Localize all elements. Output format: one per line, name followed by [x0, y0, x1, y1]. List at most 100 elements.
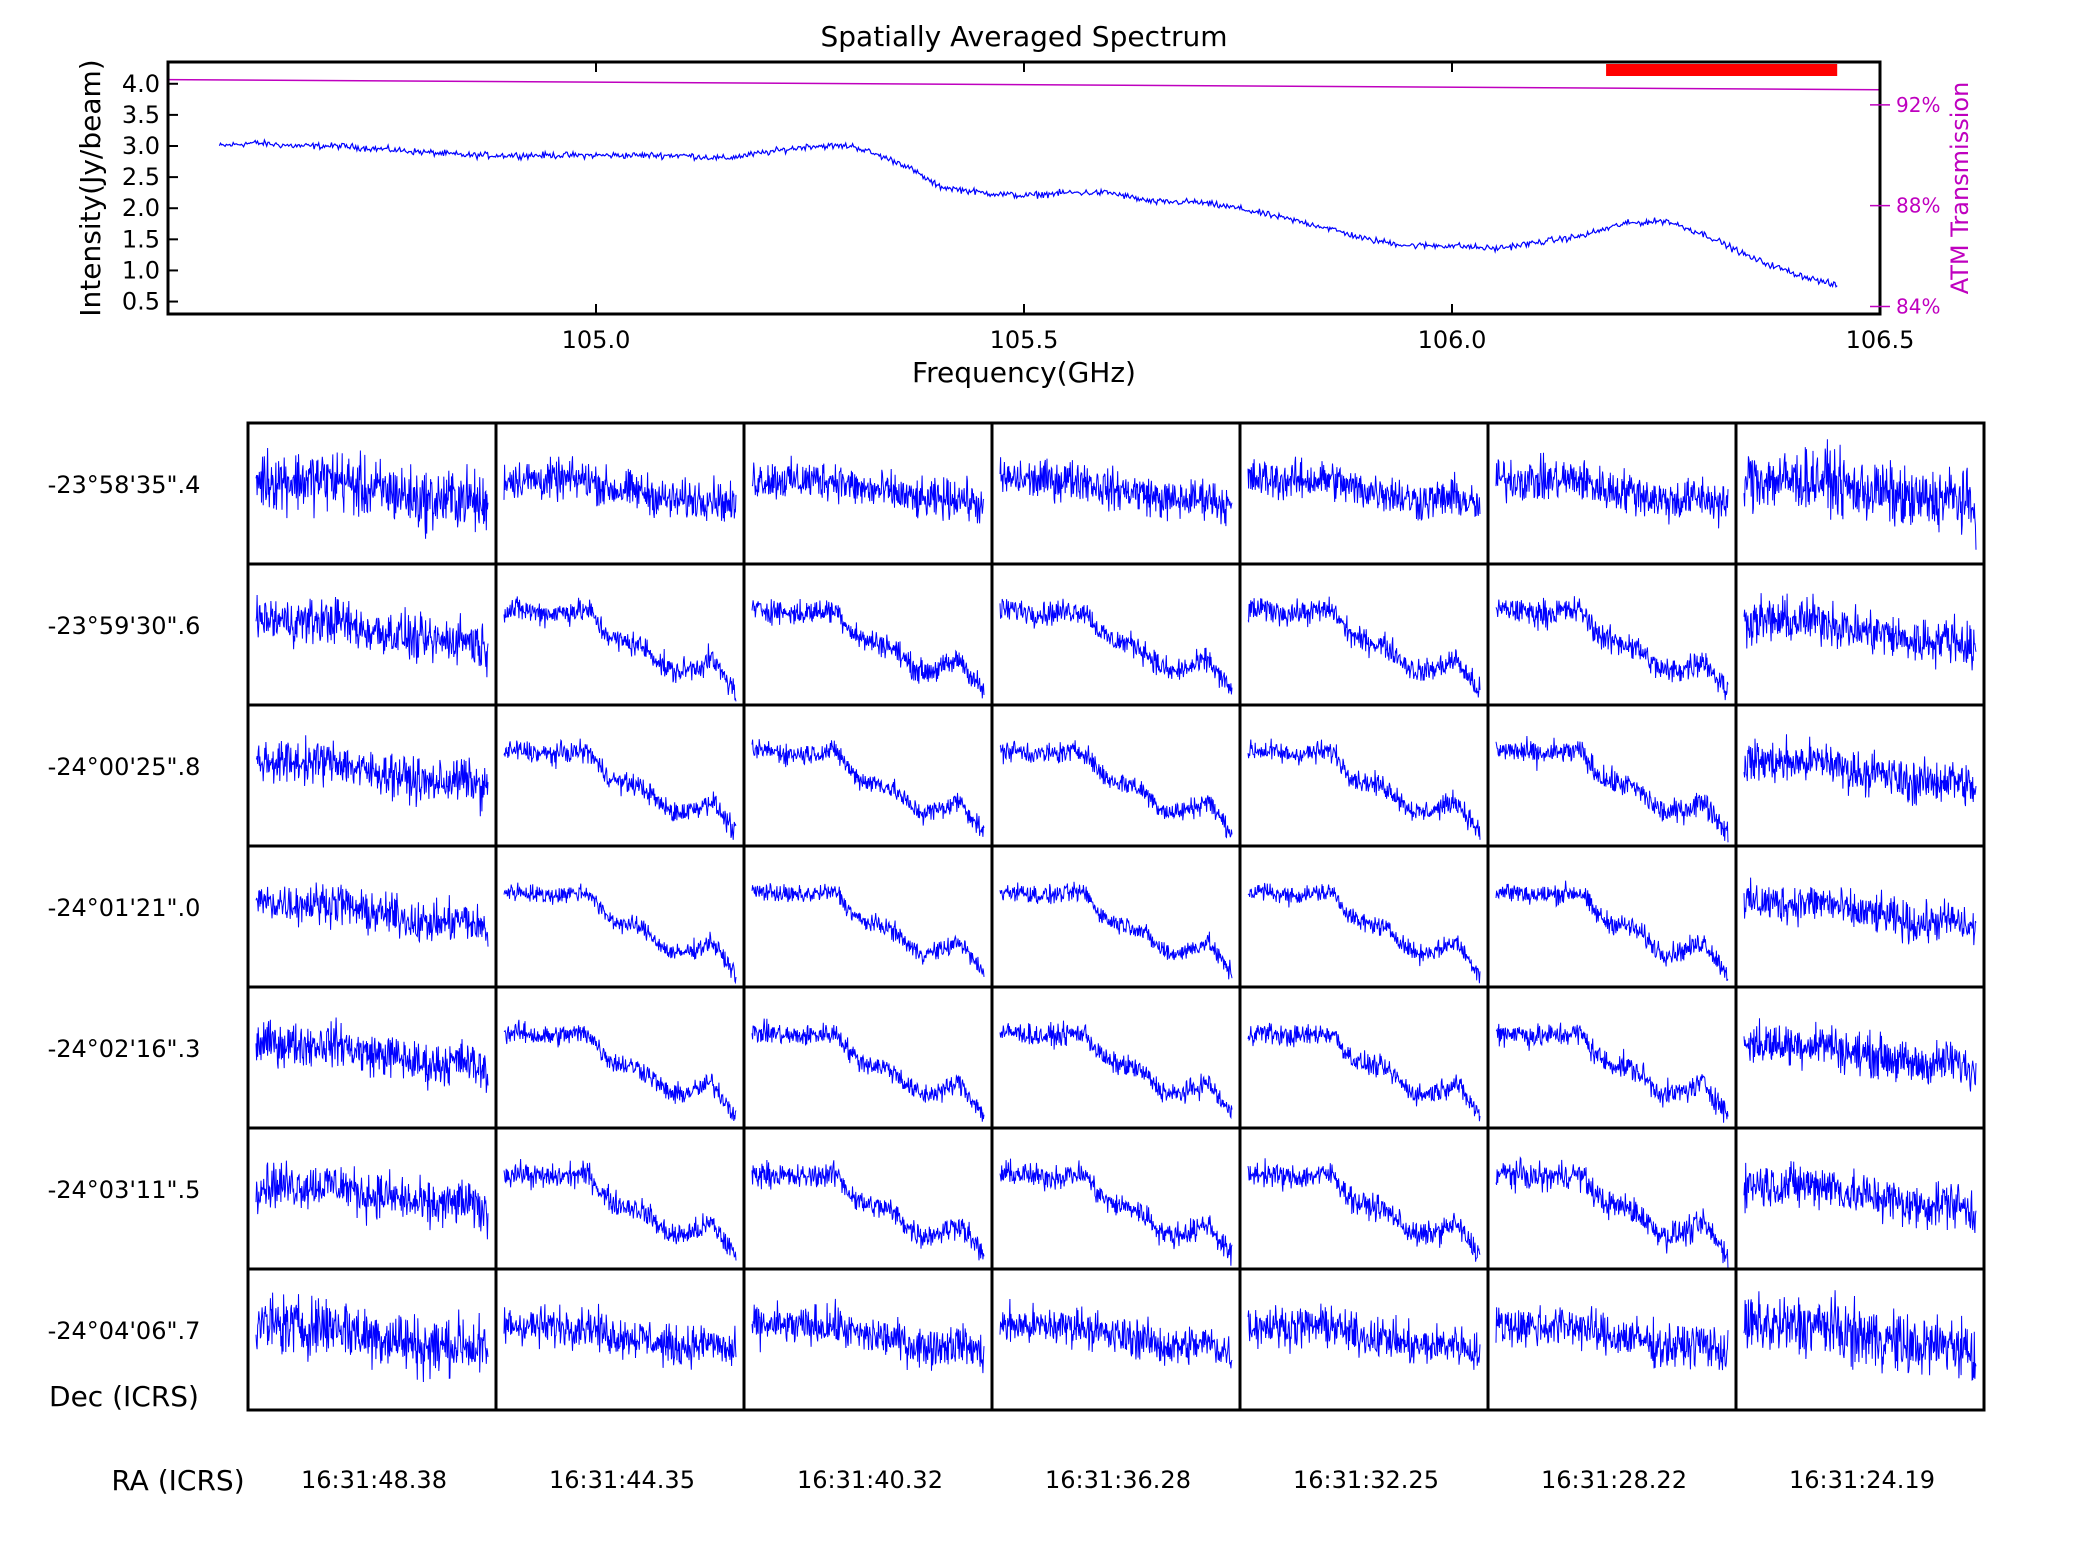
ra-column-label: 16:31:32.25	[1293, 1466, 1439, 1494]
panel-spectrum-line	[1247, 1158, 1481, 1262]
panel-spectrum-line	[1247, 456, 1481, 522]
ra-axis-label: RA (ICRS)	[111, 1464, 244, 1497]
panel-frame	[742, 985, 994, 1130]
dec-row-label: -24°04'06".7	[48, 1317, 201, 1345]
y-tick-label: 3.5	[122, 101, 160, 129]
spectrum-chart: Spatially Averaged Spectrum 105.0 105.5 10…	[74, 20, 1974, 389]
spectral-window-bar	[1606, 64, 1838, 76]
panel-spectrum-line	[1743, 877, 1977, 946]
panel-spectrum-line	[503, 596, 737, 702]
x-tick-label: 106.0	[1418, 326, 1487, 354]
y2-axis-ticks: 84% 88% 92%	[1870, 93, 1940, 318]
panel-spectrum-line	[751, 1018, 985, 1122]
grid-panel	[494, 985, 746, 1130]
grid-panel	[1486, 1267, 1738, 1412]
grid-panel	[742, 985, 994, 1130]
grid-panel	[246, 703, 498, 848]
grid-panel	[742, 1126, 994, 1271]
grid-panel	[1486, 844, 1738, 989]
ra-column-label: 16:31:28.22	[1541, 1466, 1687, 1494]
ra-column-label: 16:31:36.28	[1045, 1466, 1191, 1494]
panel-spectrum-line	[255, 735, 489, 817]
grid-panel	[742, 1267, 994, 1412]
x-tick-label: 105.0	[562, 326, 631, 354]
panel-spectrum-line	[1495, 1022, 1729, 1123]
grid-panel	[742, 562, 994, 707]
spectral-map-grid: -23°58'35".4 -23°59'30".6 -24°00'25".8 -24°…	[48, 421, 1986, 1497]
grid-panel	[990, 703, 1242, 848]
grid-panel	[494, 562, 746, 707]
y-tick-label: 1.0	[122, 256, 160, 284]
panel-spectrum-line	[503, 738, 737, 840]
panel-spectrum-line	[1247, 738, 1481, 840]
panel-spectrum-line	[1495, 596, 1729, 701]
grid-panel	[1734, 1126, 1986, 1271]
panel-spectrum-line	[751, 1298, 985, 1374]
panel-spectrum-line	[503, 456, 737, 522]
grid-panel	[742, 844, 994, 989]
panel-frame	[1486, 985, 1738, 1130]
ra-column-labels: 16:31:48.38 16:31:44.35 16:31:40.32 16:31:3…	[301, 1466, 1935, 1494]
grid-panel	[1238, 421, 1490, 566]
panel-spectrum-line	[255, 1292, 489, 1383]
panel-spectrum-line	[1247, 882, 1481, 984]
panel-frame	[1486, 844, 1738, 989]
ra-column-label: 16:31:24.19	[1789, 1466, 1935, 1494]
y-tick-label: 4.0	[122, 70, 160, 98]
x-axis-ticks: 105.0 105.5 106.0 106.5	[562, 62, 1914, 354]
panel-spectrum-line	[751, 739, 985, 837]
panel-frame	[990, 562, 1242, 707]
panel-frame	[1734, 1267, 1986, 1412]
grid-panel	[1734, 421, 1986, 566]
panel-spectrum-line	[1743, 593, 1977, 671]
panel-spectrum-line	[503, 1303, 737, 1370]
panel-spectrum-line	[999, 1298, 1233, 1369]
grid-panel	[246, 421, 498, 566]
grid-panel	[990, 1267, 1242, 1412]
grid-panel	[1238, 562, 1490, 707]
panel-spectrum-line	[751, 1159, 985, 1261]
grid-panel	[742, 421, 994, 566]
grid-panel	[990, 844, 1242, 989]
panel-spectrum-line	[1743, 1018, 1977, 1092]
panel-spectrum-line	[751, 598, 985, 699]
ra-column-label: 16:31:44.35	[549, 1466, 695, 1494]
spectrum-axes-frame	[166, 60, 1882, 316]
grid-panel	[246, 1126, 498, 1271]
panel-frame	[990, 844, 1242, 989]
panel-spectrum-line	[255, 1017, 489, 1093]
panel-spectrum-line	[255, 882, 489, 947]
panel-spectrum-line	[255, 594, 489, 678]
panel-spectrum-line	[999, 598, 1233, 695]
grid-panel	[494, 421, 746, 566]
grid-panels	[246, 421, 1986, 1412]
y2-axis-label: ATM Transmission	[1946, 82, 1974, 295]
dec-row-label: -23°58'35".4	[48, 471, 201, 499]
ra-column-label: 16:31:48.38	[301, 1466, 447, 1494]
panel-spectrum-line	[1743, 734, 1977, 807]
panel-spectrum-line	[1495, 1156, 1729, 1270]
grid-panel	[742, 703, 994, 848]
panel-spectrum-line	[999, 457, 1233, 527]
panel-spectrum-line	[503, 882, 737, 985]
dec-row-label: -24°00'25".8	[48, 753, 201, 781]
grid-panel	[1486, 1126, 1738, 1271]
panel-spectrum-line	[1247, 1303, 1481, 1370]
grid-panel	[246, 985, 498, 1130]
grid-panel	[990, 1126, 1242, 1271]
grid-panel	[1238, 1126, 1490, 1271]
y2-tick-label: 84%	[1896, 294, 1940, 318]
grid-panel	[494, 1267, 746, 1412]
panel-spectrum-line	[999, 881, 1233, 980]
y2-tick-label: 88%	[1896, 194, 1940, 218]
dec-row-label: -24°01'21".0	[48, 894, 201, 922]
grid-panel	[1486, 562, 1738, 707]
grid-panel	[1238, 703, 1490, 848]
panel-frame	[494, 844, 746, 989]
grid-panel	[1734, 1267, 1986, 1412]
panel-frame	[494, 703, 746, 848]
y-tick-label: 1.5	[122, 225, 160, 253]
panel-frame	[990, 703, 1242, 848]
ra-column-label: 16:31:40.32	[797, 1466, 943, 1494]
